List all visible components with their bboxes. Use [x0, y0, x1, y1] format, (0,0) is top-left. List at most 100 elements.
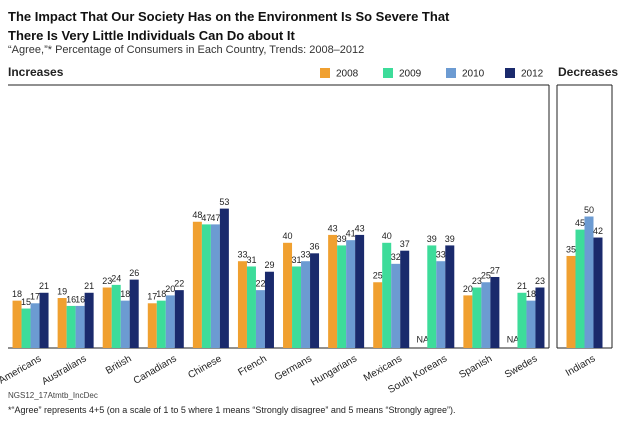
value-label: 18: [156, 289, 166, 299]
bar: [526, 300, 536, 348]
bar: [436, 261, 446, 348]
bar: [535, 287, 545, 348]
value-label: 45: [575, 218, 585, 228]
value-label: 22: [174, 279, 184, 289]
source: NGS12_17Atmtb_IncDec: [8, 391, 98, 400]
bar: [382, 242, 392, 348]
bar: [255, 290, 265, 348]
bar: [292, 266, 302, 348]
value-label: 43: [328, 223, 338, 233]
bar: [445, 245, 455, 348]
bar: [111, 284, 121, 348]
x-tick-label: British: [104, 353, 134, 376]
value-label: 24: [111, 273, 121, 283]
value-label: NA: [507, 334, 520, 344]
value-label: 32: [391, 252, 401, 262]
value-label: 27: [490, 265, 500, 275]
bar: [264, 271, 274, 348]
x-tick-label: Americans: [0, 353, 43, 386]
value-label: 31: [246, 255, 256, 265]
value-label: 53: [219, 197, 229, 207]
value-label: 41: [346, 229, 356, 239]
bar: [355, 234, 365, 348]
bar: [391, 263, 401, 348]
value-label: 25: [373, 271, 383, 281]
bar: [463, 295, 473, 348]
value-label: 39: [427, 234, 437, 244]
bar: [575, 229, 585, 348]
x-tick-label: Swedes: [503, 353, 539, 380]
value-label: 20: [165, 284, 175, 294]
title: The Impact That Our Society Has on the E…: [8, 9, 450, 43]
value-label: 43: [355, 223, 365, 233]
value-label: 50: [584, 205, 594, 215]
value-label: 36: [310, 242, 320, 252]
value-label: 47: [210, 213, 220, 223]
bar: [219, 208, 229, 348]
bar: [283, 242, 293, 348]
value-label: 15: [21, 297, 31, 307]
x-tick-label: Germans: [273, 353, 314, 383]
value-label: 17: [30, 292, 40, 302]
x-tick-label: Canadians: [132, 353, 179, 386]
legend-swatch: [383, 68, 393, 78]
bar: [481, 282, 491, 348]
bar: [120, 300, 130, 348]
bar: [346, 240, 356, 348]
subtitle: “Agree,”* Percentage of Consumers in Eac…: [8, 44, 365, 56]
value-label: 19: [57, 286, 67, 296]
value-label: 18: [526, 289, 536, 299]
value-label: 42: [593, 226, 603, 236]
x-tick-label: Spanish: [457, 353, 494, 381]
bar: [12, 300, 22, 348]
value-label: 17: [147, 292, 157, 302]
value-label: 23: [472, 276, 482, 286]
bar: [210, 224, 220, 348]
value-label: 33: [301, 250, 311, 260]
value-label: 29: [264, 260, 274, 270]
bar: [310, 253, 320, 348]
value-label: NA: [417, 334, 430, 344]
bar: [373, 282, 383, 348]
value-label: 22: [255, 279, 265, 289]
value-label: 23: [535, 276, 545, 286]
bar: [39, 292, 49, 348]
bar: [156, 300, 166, 348]
bar: [147, 303, 157, 348]
value-label: 39: [445, 234, 455, 244]
value-label: 21: [517, 281, 527, 291]
legend-label: 2008: [336, 69, 359, 80]
bar: [102, 287, 112, 348]
value-label: 18: [12, 289, 22, 299]
legend-label: 2012: [521, 69, 544, 80]
value-label: 23: [102, 276, 112, 286]
bar: [337, 245, 347, 348]
value-label: 16: [75, 294, 85, 304]
x-tick-label: Hungarians: [309, 353, 359, 388]
value-label: 33: [436, 250, 446, 260]
value-label: 37: [400, 239, 410, 249]
value-label: 16: [66, 294, 76, 304]
x-tick-label: French: [236, 353, 268, 378]
value-label: 26: [129, 268, 139, 278]
bar: [517, 292, 527, 348]
bar: [427, 245, 437, 348]
value-label: 31: [292, 255, 302, 265]
x-tick-label: Indians: [564, 353, 597, 379]
bar: [75, 305, 85, 348]
legend-swatch: [320, 68, 330, 78]
bar: [174, 290, 184, 348]
bar: [490, 276, 500, 348]
bar: [328, 234, 338, 348]
bar: [472, 287, 482, 348]
legend-label: 2009: [399, 69, 422, 80]
bar: [66, 305, 76, 348]
bar: [566, 255, 576, 348]
value-label: 40: [382, 231, 392, 241]
x-tick-label: Australians: [40, 353, 88, 387]
bar: [192, 221, 202, 348]
bar: [165, 295, 175, 348]
bar: [201, 224, 211, 348]
